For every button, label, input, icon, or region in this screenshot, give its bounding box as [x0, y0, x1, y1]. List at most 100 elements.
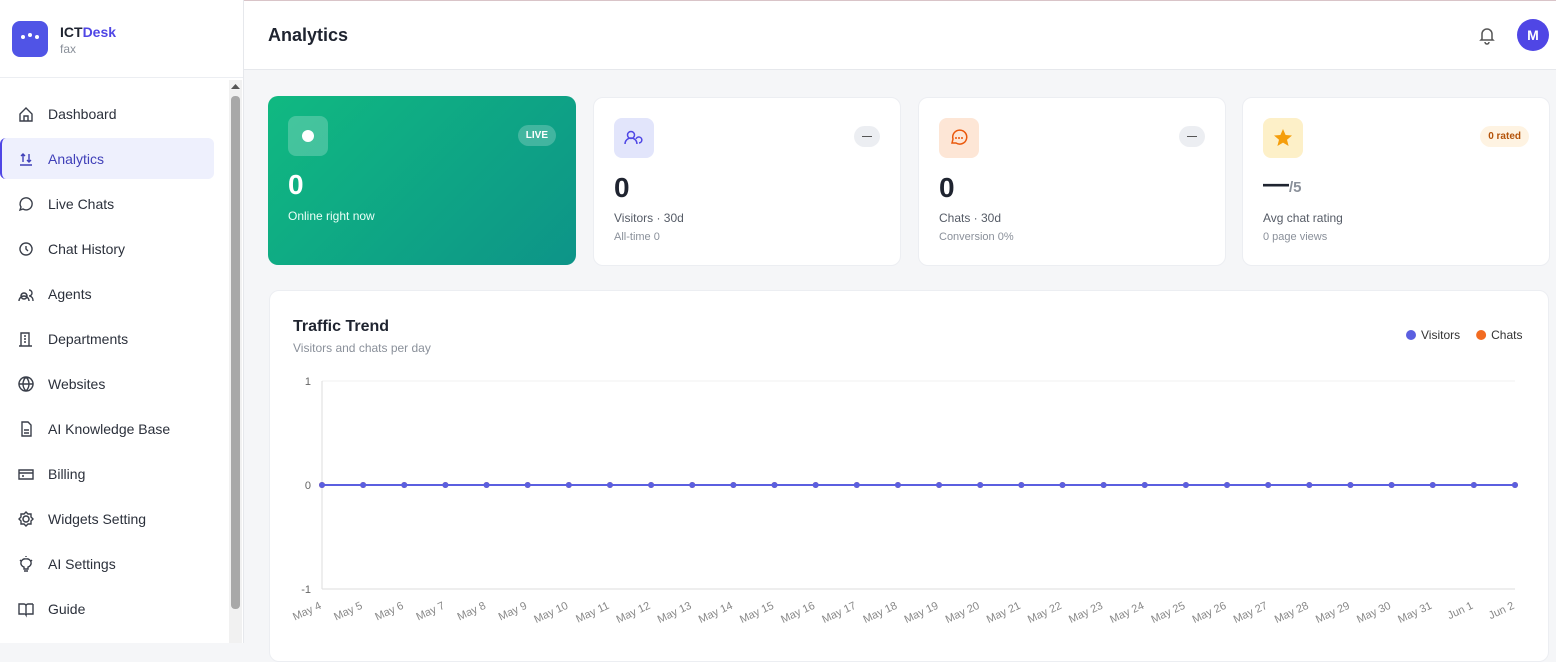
nav-item[interactable]: AI Settings — [2, 543, 214, 584]
avatar[interactable]: M — [1517, 19, 1549, 51]
logo — [12, 21, 48, 57]
x-tick-label: May 21 — [985, 600, 1023, 626]
point — [1306, 482, 1313, 488]
x-tick-label: May 15 — [738, 600, 776, 626]
nav-item[interactable]: Live Chats — [2, 183, 214, 224]
x-tick-label: May 17 — [820, 600, 858, 626]
stat-icon — [288, 116, 328, 156]
x-tick-label: May 10 — [532, 600, 570, 626]
nav-label: AI Settings — [48, 555, 116, 572]
x-tick-label: May 23 — [1067, 600, 1105, 626]
nav-item[interactable]: Chat History — [2, 228, 214, 269]
brand-part: ICT — [60, 24, 83, 40]
x-tick-label: May 11 — [574, 600, 611, 626]
x-tick-label: May 31 — [1396, 600, 1434, 626]
nav-item[interactable]: Analytics — [0, 138, 214, 179]
nav-label: Chat History — [48, 240, 126, 257]
nav-label: Billing — [48, 465, 86, 482]
point — [936, 482, 943, 488]
badge: LIVE — [517, 125, 556, 146]
point — [689, 482, 696, 488]
nav-item[interactable]: Billing — [2, 453, 214, 494]
stat-value-row: —/5 — [1263, 168, 1302, 199]
point — [812, 482, 819, 488]
nav-item[interactable]: Dashboard — [2, 93, 214, 134]
nav-item[interactable]: AI Knowledge Base — [2, 408, 214, 449]
x-tick-label: May 16 — [779, 600, 817, 626]
nav-label: Departments — [48, 330, 129, 347]
point — [319, 482, 325, 488]
x-tick-label: May 7 — [414, 600, 446, 624]
legend-label: Visitors — [1421, 328, 1460, 342]
point — [1141, 482, 1148, 488]
nav-icon — [18, 468, 34, 480]
stat-sub: 0 page views — [1263, 231, 1328, 243]
point — [401, 482, 408, 488]
point — [771, 482, 778, 488]
point — [442, 482, 449, 488]
scroll-up[interactable] — [230, 82, 241, 90]
nav-icon — [18, 602, 34, 618]
bell[interactable] — [1477, 25, 1497, 45]
x-tick-label: May 9 — [497, 600, 529, 624]
stat-value: — — [1263, 168, 1289, 198]
point — [524, 482, 531, 488]
nav-item[interactable]: Widgets Setting — [2, 498, 214, 539]
scroll-thumb[interactable] — [231, 96, 240, 609]
x-tick-label: May 12 — [615, 600, 653, 626]
point — [1470, 482, 1477, 488]
point — [360, 482, 367, 488]
chart-subtitle: Visitors and chats per day — [293, 341, 431, 355]
nav-icon — [19, 106, 33, 122]
nav-label: Dashboard — [48, 105, 117, 122]
nav-icon — [18, 288, 34, 301]
legend-swatch — [1406, 330, 1416, 340]
nav-item[interactable]: Departments — [2, 318, 214, 359]
stat-card: LIVE 0 Online right now — [268, 96, 576, 265]
brand-name: ICTDesk — [60, 24, 116, 40]
x-tick-label: May 29 — [1314, 600, 1352, 626]
nav-item[interactable]: Websites — [2, 363, 214, 404]
x-tick-label: May 20 — [944, 600, 982, 626]
point — [730, 482, 737, 488]
stat-value: 0 — [939, 172, 955, 203]
point — [1059, 482, 1066, 488]
point — [1100, 482, 1107, 488]
nav-item[interactable]: Guide — [2, 588, 214, 629]
point — [565, 482, 572, 488]
nav-icon — [18, 510, 34, 527]
point — [1347, 482, 1354, 488]
x-tick-label: May 18 — [861, 600, 899, 626]
legend-label: Chats — [1491, 328, 1522, 342]
x-tick-label: May 26 — [1191, 600, 1229, 626]
topbar: Analytics M — [244, 1, 1556, 70]
badge: — — [854, 126, 880, 147]
nav-item[interactable]: Agents — [2, 273, 214, 314]
x-tick-label: May 8 — [456, 600, 488, 624]
nav-label: Guide — [48, 600, 86, 617]
badge: 0 rated — [1480, 126, 1529, 147]
chart: Traffic Trend Visitors and chats per day… — [291, 318, 1522, 626]
page-title: Analytics — [268, 25, 349, 45]
point — [977, 482, 984, 488]
stat-sub: All-time 0 — [614, 231, 660, 243]
nav-icon — [18, 196, 33, 211]
y-tick-label: 1 — [305, 376, 311, 388]
stat-card: — 0 Chats · 30d Conversion 0% — [918, 97, 1226, 266]
x-tick-label: May 22 — [1026, 600, 1064, 626]
x-tick-label: May 25 — [1149, 600, 1187, 626]
x-tick-label: May 24 — [1108, 600, 1146, 626]
nav-label: Agents — [48, 285, 92, 302]
x-tick-label: May 27 — [1232, 600, 1270, 626]
point — [853, 482, 860, 488]
x-tick-label: May 4 — [291, 600, 323, 624]
divider — [0, 77, 243, 78]
point — [648, 482, 655, 488]
nav-label: Analytics — [48, 150, 105, 167]
x-tick-label: May 6 — [373, 600, 405, 624]
nav-icon — [19, 241, 33, 256]
nav-label: AI Knowledge Base — [48, 420, 171, 437]
point — [1388, 482, 1395, 488]
top-border — [0, 0, 1556, 1]
